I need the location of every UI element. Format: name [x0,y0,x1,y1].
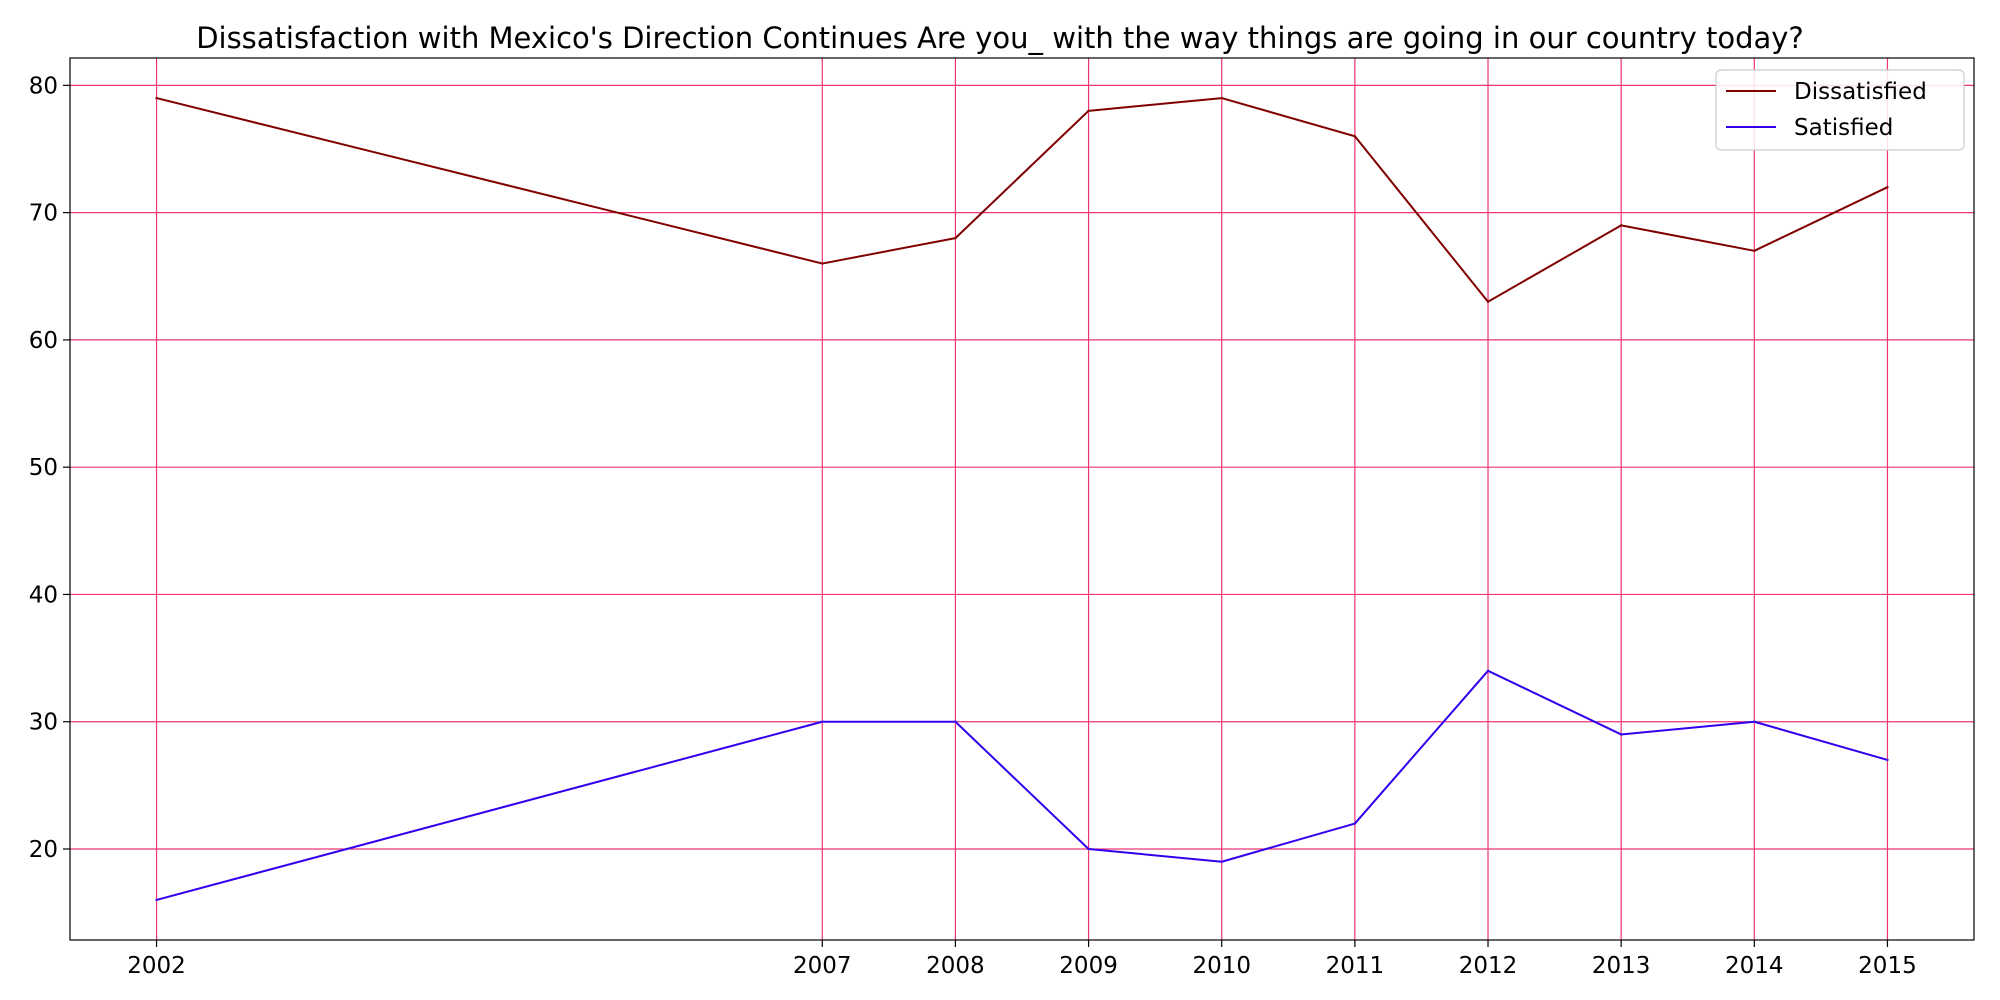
data-point-satisfied [1753,720,1756,723]
legend-label: Dissatisfied [1794,79,1927,105]
data-point-satisfied [821,720,824,723]
x-tick-label: 2015 [1858,953,1917,979]
data-point-dissatisfied [1753,249,1756,253]
data-point-dissatisfied [155,96,158,100]
data-point-satisfied [1087,847,1090,851]
legend-box [1715,69,1965,151]
data-point-dissatisfied [1886,185,1889,189]
data-point-satisfied [1220,860,1223,863]
data-point-dissatisfied [1220,96,1223,100]
x-tick-label: 2002 [127,953,186,979]
x-tick-label: 2010 [1192,953,1251,979]
series-lines [155,96,1889,902]
data-point-satisfied [1353,822,1357,825]
grid [70,58,1974,940]
data-point-satisfied [155,898,158,902]
x-tick-label: 2013 [1592,953,1651,979]
data-point-dissatisfied [821,262,824,265]
x-tick-label: 2014 [1725,953,1784,979]
y-tick-label: 80 [29,73,58,99]
x-tick-label: 2009 [1059,953,1118,979]
data-point-dissatisfied [1619,224,1623,227]
x-tick-label: 2012 [1459,953,1518,979]
plot-area-frame [69,57,1975,941]
series-line-dissatisfied [156,97,1888,303]
x-tick-label: 2011 [1326,953,1385,979]
data-point-dissatisfied [954,236,957,240]
y-tick-label: 60 [29,328,58,354]
data-point-satisfied [954,720,957,723]
axes: 2002 2007 2008 2009 2010 2011 2012 2013 2014 2015… [29,73,1917,979]
y-tick-label: 30 [29,710,58,736]
data-point-satisfied [1886,758,1889,762]
y-tick-label: 70 [29,201,58,227]
series-line-satisfied [156,669,1888,901]
legend-label: Satisfied [1794,115,1893,141]
chart-title: Dissatisfaction with Mexico's Direction … [196,21,1804,55]
data-point-dissatisfied [1353,135,1357,138]
data-point-satisfied [1619,733,1623,736]
y-tick-label: 20 [29,837,58,863]
data-point-dissatisfied [1486,300,1490,303]
y-tick-label: 40 [29,582,58,608]
x-tick-label: 2007 [793,953,852,979]
y-tick-label: 50 [29,455,58,481]
data-point-dissatisfied [1087,109,1090,113]
legend: Dissatisfied Satisfied [1715,69,1965,151]
data-point-satisfied [1486,669,1490,673]
x-tick-label: 2008 [926,953,985,979]
